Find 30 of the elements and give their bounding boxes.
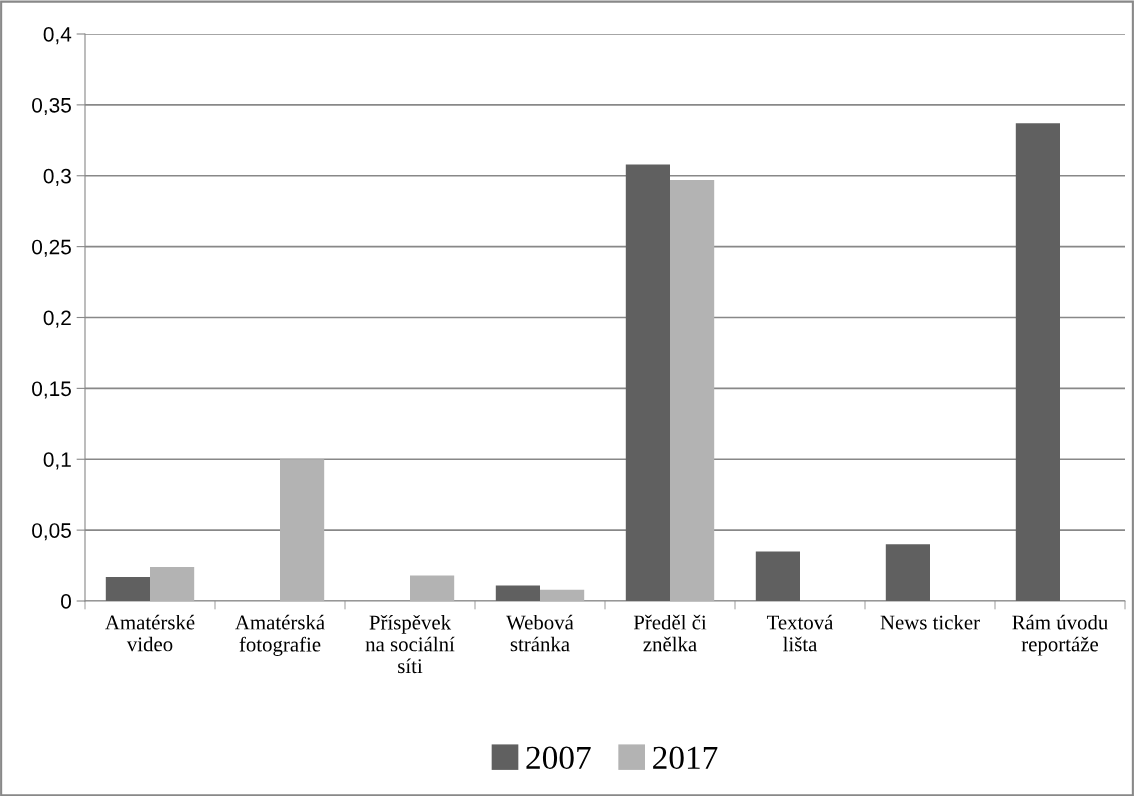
bar	[1015, 123, 1060, 601]
x-tick-label: Rám úvodu reportáže	[1012, 614, 1108, 656]
y-tick-label: 0,3	[43, 168, 71, 186]
bar	[410, 575, 455, 601]
bar	[105, 576, 150, 601]
bar	[150, 566, 195, 601]
y-tick-label: 0,4	[43, 27, 72, 45]
y-tick-label: 0,1	[43, 452, 71, 470]
bar	[755, 551, 800, 601]
x-tick-label: Předěl či znělka	[633, 614, 707, 652]
y-tick-label: 0,35	[32, 97, 71, 116]
y-tick-label: 0,25	[32, 239, 71, 257]
bar	[625, 164, 670, 601]
x-tick-label: News ticker	[880, 614, 980, 630]
bar	[540, 589, 585, 601]
bar	[885, 544, 930, 601]
legend-label: 2007	[526, 746, 591, 770]
x-tick-label: Amatérské video	[105, 614, 195, 652]
y-tick-label: 0	[61, 594, 71, 609]
y-tick-label: 0,05	[32, 523, 71, 541]
x-tick-label: Webová stránka	[506, 614, 574, 652]
bar	[280, 459, 325, 601]
x-tick-label: Příspěvek na sociální síti	[365, 614, 455, 674]
y-tick-label: 0,15	[32, 381, 71, 399]
bar	[670, 180, 715, 601]
y-tick-label: 0,2	[43, 310, 71, 328]
x-tick-label: Amatérská fotografie	[235, 614, 325, 656]
x-tick-label: Textová lišta	[766, 614, 834, 652]
legend-label: 2017	[653, 746, 718, 770]
bar	[495, 585, 540, 601]
